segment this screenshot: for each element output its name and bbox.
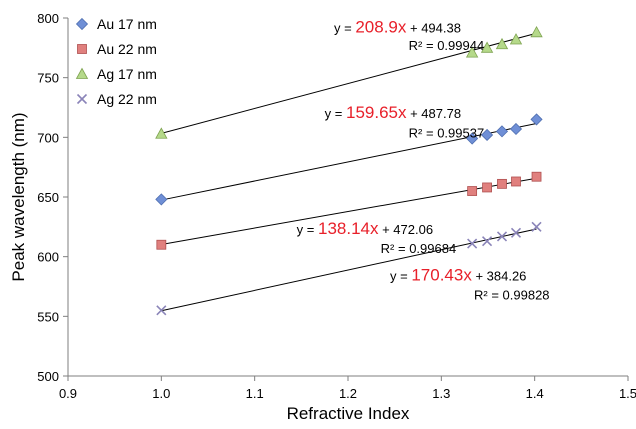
data-point [531, 171, 542, 182]
data-point [156, 239, 167, 250]
x-tick-label: 1.1 [246, 386, 264, 401]
y-tick-label: 800 [37, 11, 59, 26]
data-points [155, 25, 543, 316]
fit-r-squared: R² = 0.99944 [409, 38, 485, 53]
x-tick-label: 1.3 [432, 386, 450, 401]
x-tick-label: 1.5 [619, 386, 636, 401]
data-point [467, 238, 478, 249]
data-point [496, 231, 508, 242]
data-point [530, 25, 543, 38]
fit-equation: y = 170.43x + 384.26 [390, 266, 526, 285]
data-point [156, 305, 167, 316]
data-point [480, 41, 494, 53]
fit-equation: y = 138.14x + 472.06 [297, 219, 433, 238]
y-tick-label: 650 [37, 190, 59, 205]
data-point [155, 193, 168, 206]
legend-marker [76, 93, 88, 105]
y-tick-label: 700 [37, 130, 59, 145]
fit-r-squared: R² = 0.99828 [474, 288, 550, 303]
legend-label: Ag 17 nm [97, 66, 157, 82]
legend-marker [75, 17, 89, 31]
fit-equation: y = 208.9x + 494.38 [334, 17, 461, 36]
data-point [495, 37, 509, 50]
data-point [509, 122, 523, 136]
x-tick-label: 0.9 [59, 386, 77, 401]
legend-marker [77, 44, 87, 54]
legend-marker [75, 67, 89, 79]
data-point [495, 125, 509, 138]
data-point [530, 113, 543, 126]
data-point [509, 33, 523, 45]
legend: Au 17 nm Au 22 nm Ag 17 nm Ag 22 nm [75, 16, 157, 107]
x-tick-label: 1.4 [526, 386, 544, 401]
x-tick-label: 1.2 [339, 386, 357, 401]
fit-r-squared: R² = 0.99537 [409, 125, 485, 140]
data-point [482, 236, 493, 247]
fit-equation: y = 159.65x + 487.78 [325, 103, 461, 122]
legend-label: Au 17 nm [97, 16, 157, 32]
data-point [510, 227, 522, 238]
x-axis-title: Refractive Index [287, 404, 410, 423]
fit-r-squared: R² = 0.99684 [381, 241, 457, 256]
y-tick-label: 500 [37, 369, 59, 384]
legend-label: Ag 22 nm [97, 91, 157, 107]
data-point [531, 221, 542, 232]
fit-equations: y = 159.65x + 487.78 R² = 0.99537 y = 138.… [297, 17, 550, 302]
y-axis-title: Peak wavelength (nm) [9, 112, 28, 281]
data-point [481, 128, 494, 142]
data-point [482, 182, 492, 193]
data-point [467, 186, 478, 196]
legend-label: Au 22 nm [97, 41, 157, 57]
y-tick-label: 750 [37, 71, 59, 86]
data-point [466, 132, 479, 145]
data-point [511, 176, 521, 187]
y-tick-label: 600 [37, 250, 59, 265]
x-tick-label: 1.0 [152, 386, 170, 401]
y-tick-label: 550 [37, 309, 59, 324]
data-point [465, 46, 479, 58]
data-point [155, 127, 168, 139]
axes: 500 550 600 650 700 750 800 0.9 1.0 1.1 1.2 1.3 1.4 1… [37, 11, 636, 401]
data-point [497, 178, 507, 189]
